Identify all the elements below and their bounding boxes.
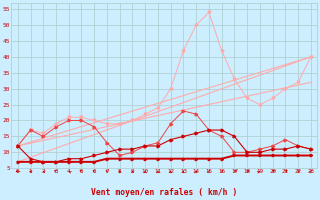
X-axis label: Vent moyen/en rafales ( km/h ): Vent moyen/en rafales ( km/h ) bbox=[91, 188, 237, 197]
